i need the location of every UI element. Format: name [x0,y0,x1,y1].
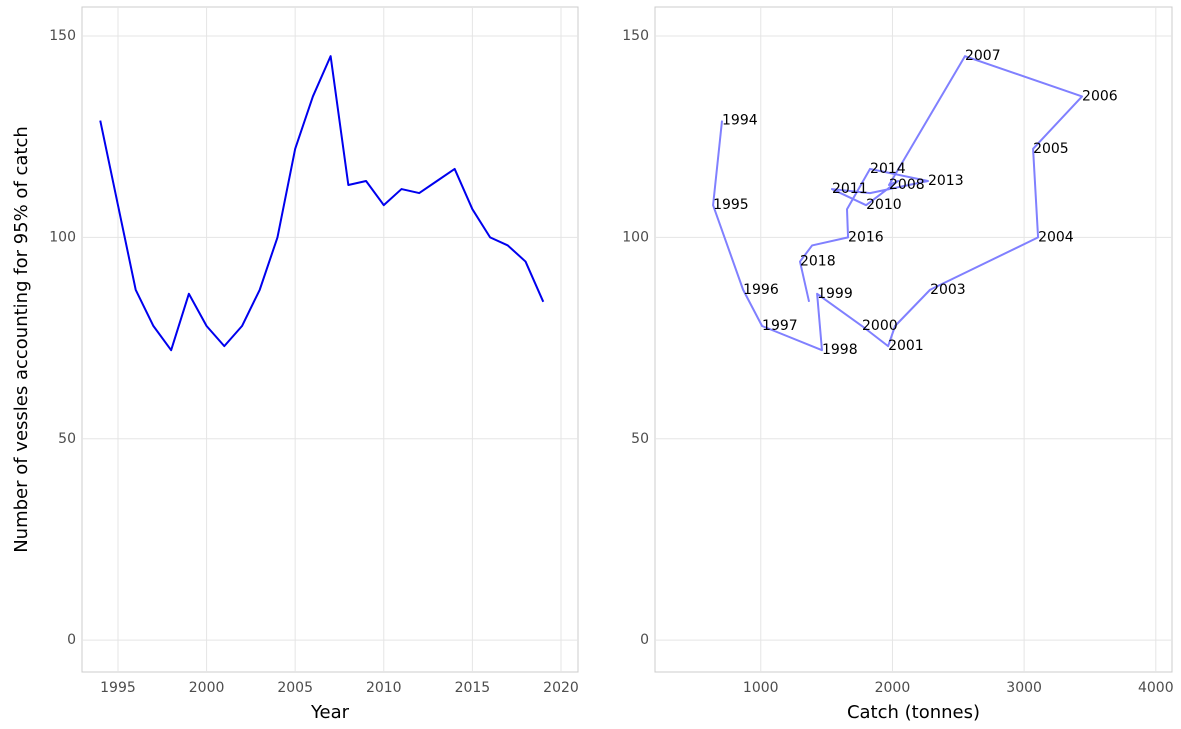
x-tick-label: 2015 [455,680,491,696]
point-label: 1998 [822,342,858,358]
point-label: 2006 [1082,88,1118,104]
y-tick-label: 150 [49,28,76,44]
y-tick-label: 0 [67,632,76,648]
point-label: 2007 [965,48,1001,64]
point-label: 2014 [870,161,906,177]
point-label: 2013 [928,173,964,189]
point-label: 2010 [866,197,902,213]
y-tick-label: 50 [631,431,649,447]
y-tick-label: 150 [622,28,649,44]
y-tick-label: 100 [622,229,649,245]
x-axis-label: Year [310,702,350,723]
x-tick-label: 4000 [1138,680,1174,696]
x-axis-label: Catch (tonnes) [847,702,980,723]
point-label: 2003 [930,282,966,298]
x-tick-label: 2005 [277,680,313,696]
panel-border [81,6,579,673]
y-tick-label: 0 [640,632,649,648]
x-tick-label: 3000 [1006,680,1042,696]
point-label: 2008 [889,177,925,193]
x-tick-label: 2000 [189,680,225,696]
point-label: 1999 [817,286,853,302]
y-axis-label: Number of vessles accounting for 95% of … [11,126,32,553]
x-tick-label: 2020 [543,680,579,696]
y-tick-label: 50 [58,431,76,447]
point-label: 2001 [888,338,924,354]
y-tick-label: 100 [49,229,76,245]
x-tick-label: 1000 [743,680,779,696]
point-label: 2011 [832,181,868,197]
data-line [99,55,545,352]
point-label: 1994 [722,113,758,129]
catch-path [712,55,1084,352]
panel-border [654,6,1173,673]
point-label: 2004 [1038,229,1074,245]
point-label: 2016 [848,229,884,245]
point-label: 1995 [713,197,749,213]
point-label: 1997 [762,318,798,334]
x-tick-label: 2000 [875,680,911,696]
x-tick-label: 2010 [366,680,402,696]
point-label: 2018 [800,254,836,270]
point-label: 2000 [862,318,898,334]
point-label: 2005 [1033,141,1069,157]
point-label: 1996 [743,282,779,298]
x-tick-label: 1995 [100,680,136,696]
